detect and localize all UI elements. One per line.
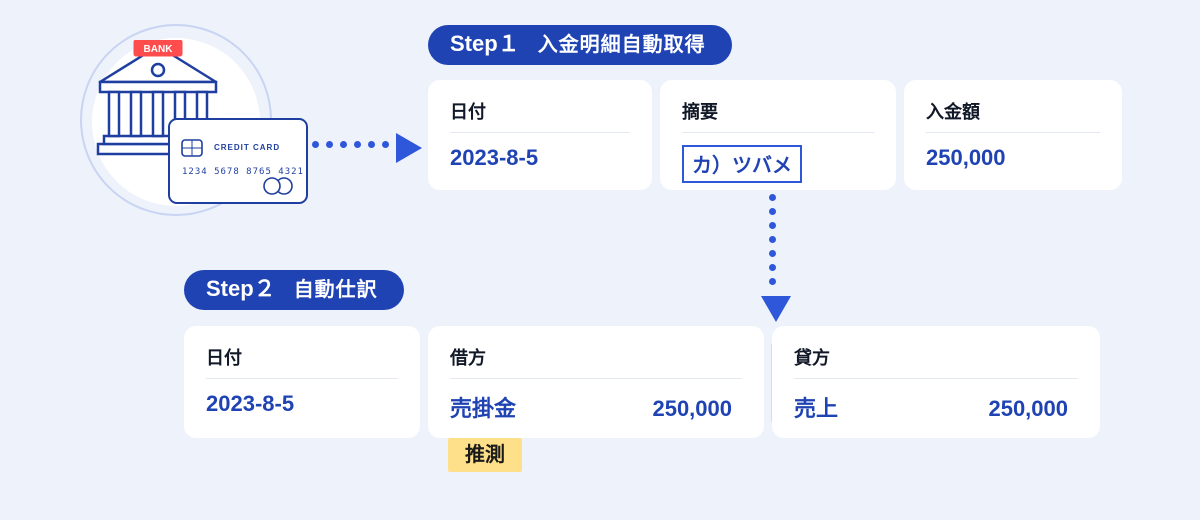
bank-sign-text: BANK	[144, 44, 174, 55]
debit-credit-row: 売掛金 250,000	[450, 391, 742, 423]
arrow-dot	[368, 141, 375, 148]
arrow-dot	[769, 236, 776, 243]
rule	[450, 132, 630, 133]
rule	[926, 132, 1100, 133]
bank-illustration: BANKCREDIT CARD1234 5678 8765 4321	[72, 22, 284, 222]
credit-card-number: 1234 5678 8765 4321	[182, 167, 304, 177]
step2.pill: Step２ 自動仕訳	[184, 270, 404, 310]
field-label: 摘要	[682, 98, 874, 124]
step1.pill-title: 入金明細自動取得	[538, 35, 706, 55]
rule	[450, 378, 742, 379]
credit-card-label: CREDIT CARD	[214, 143, 280, 152]
field-label: 貸方	[794, 344, 1078, 370]
field-label: 借方	[450, 344, 742, 370]
step2-cards-credit-card: 貸方売上 250,000	[772, 326, 1100, 438]
step1-cards-summary-card: 摘要カ）ツバメ	[660, 80, 896, 190]
arrow-dot	[382, 141, 389, 148]
step2.pill-number: Step２	[206, 278, 276, 300]
credit-card-icon: CREDIT CARD 1234 5678 8765 4321	[168, 118, 308, 204]
step1-cards-date-card: 日付 2023-8-5	[428, 80, 652, 190]
arrow-dot	[340, 141, 347, 148]
summary-highlight: カ）ツバメ	[682, 145, 802, 183]
step1-cards-amount-card: 入金額 250,000	[904, 80, 1122, 190]
arrow-dot	[326, 141, 333, 148]
amount-value: 250,000	[652, 396, 732, 422]
debit-credit-divider	[771, 344, 772, 422]
arrow-dot	[312, 141, 319, 148]
amount-value: 250,000	[988, 396, 1068, 422]
rule	[794, 378, 1078, 379]
diagram-canvas: Step１入金明細自動取得Step２自動仕訳日付2023-8-5摘要カ）ツバメ入…	[0, 0, 1200, 520]
field-label: 日付	[450, 98, 630, 124]
arrow-down-icon	[761, 296, 791, 322]
rule	[206, 378, 398, 379]
arrow-dot	[769, 194, 776, 201]
step1.pill: Step１ 入金明細自動取得	[428, 25, 732, 65]
field-label: 入金額	[926, 98, 1100, 124]
field-label: 日付	[206, 344, 398, 370]
field-value: 250,000	[926, 145, 1100, 171]
step2.pill-title: 自動仕訳	[294, 280, 378, 300]
arrow-dot	[769, 208, 776, 215]
rule	[682, 132, 874, 133]
arrow-dot	[354, 141, 361, 148]
arrow-dot	[769, 250, 776, 257]
field-value: 2023-8-5	[206, 391, 398, 417]
arrow-dot	[769, 222, 776, 229]
arrow-right-icon	[396, 133, 422, 163]
step2-cards-debit-card: 借方売掛金 250,000	[428, 326, 764, 438]
account-name: 売上	[794, 391, 838, 423]
step2-cards-date-card: 日付 2023-8-5	[184, 326, 420, 438]
step1.pill-number: Step１	[450, 33, 520, 55]
debit-credit-row: 売上 250,000	[794, 391, 1078, 423]
account-name: 売掛金	[450, 391, 516, 423]
field-value-wrap: カ）ツバメ	[682, 145, 874, 183]
field-value: 2023-8-5	[450, 145, 630, 171]
arrow-dot	[769, 264, 776, 271]
guess-tag: 推測	[448, 438, 522, 472]
arrow-dot	[769, 278, 776, 285]
